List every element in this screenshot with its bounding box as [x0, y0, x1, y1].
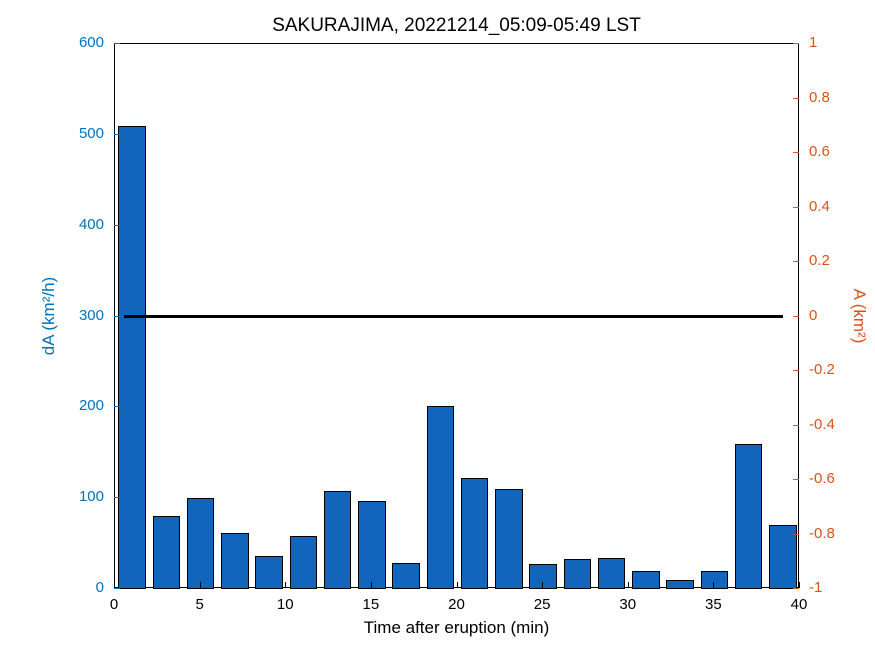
y-right-tick-label: 0.2 [809, 252, 859, 269]
bar [427, 406, 454, 589]
bar [290, 536, 317, 589]
y-right-tick-mark [793, 425, 799, 426]
x-tick-mark [114, 582, 115, 588]
y-right-tick-mark [793, 316, 799, 317]
bar [495, 489, 522, 589]
y-left-tick-label: 400 [59, 216, 104, 233]
bar [769, 525, 796, 589]
y-axis-left-label: dA (km²/h) [39, 256, 59, 376]
bar [153, 516, 180, 589]
y-right-tick-label: -0.8 [809, 525, 859, 542]
chart-container: SAKURAJIMA, 20221214_05:09-05:49 LST dA … [0, 0, 875, 656]
y-left-tick-label: 500 [59, 125, 104, 142]
y-left-tick-mark [114, 406, 120, 407]
bar [461, 478, 488, 589]
y-right-tick-mark [793, 207, 799, 208]
x-tick-label: 20 [437, 596, 477, 613]
x-tick-label: 5 [180, 596, 220, 613]
x-tick-label: 30 [608, 596, 648, 613]
y-right-tick-mark [793, 588, 799, 589]
bar [632, 571, 659, 589]
y-left-tick-mark [114, 588, 120, 589]
y-right-tick-label: 0.4 [809, 198, 859, 215]
y-right-tick-label: 0 [809, 307, 859, 324]
y-left-tick-mark [114, 316, 120, 317]
bar [118, 126, 145, 589]
y-left-tick-label: 200 [59, 397, 104, 414]
y-right-tick-mark [793, 261, 799, 262]
bar [735, 444, 762, 589]
y-right-tick-label: 0.6 [809, 143, 859, 160]
x-axis-label: Time after eruption (min) [114, 618, 799, 638]
y-left-tick-mark [114, 497, 120, 498]
y-right-tick-mark [793, 152, 799, 153]
bar [598, 558, 625, 589]
x-tick-label: 40 [779, 596, 819, 613]
plot-area [114, 43, 799, 588]
x-tick-mark [200, 582, 201, 588]
x-tick-mark [371, 582, 372, 588]
x-tick-mark [285, 582, 286, 588]
bar [221, 533, 248, 589]
y-right-tick-label: -0.2 [809, 361, 859, 378]
y-left-tick-label: 300 [59, 307, 104, 324]
x-tick-label: 35 [693, 596, 733, 613]
y-right-tick-mark [793, 534, 799, 535]
x-tick-mark [457, 582, 458, 588]
reference-line [124, 315, 783, 318]
bar [392, 563, 419, 589]
bar [358, 501, 385, 589]
x-tick-mark [542, 582, 543, 588]
y-right-tick-mark [793, 370, 799, 371]
x-tick-mark [799, 582, 800, 588]
bar [666, 580, 693, 589]
y-right-tick-label: -0.4 [809, 416, 859, 433]
y-right-tick-mark [793, 43, 799, 44]
y-left-tick-label: 100 [59, 488, 104, 505]
y-right-tick-mark [793, 98, 799, 99]
x-tick-label: 0 [94, 596, 134, 613]
y-left-tick-mark [114, 134, 120, 135]
y-right-tick-label: 1 [809, 34, 859, 51]
x-tick-mark [713, 582, 714, 588]
x-tick-label: 15 [351, 596, 391, 613]
y-right-tick-label: -0.6 [809, 470, 859, 487]
chart-title: SAKURAJIMA, 20221214_05:09-05:49 LST [114, 15, 799, 37]
y-left-tick-label: 0 [59, 579, 104, 596]
y-right-tick-label: -1 [809, 579, 859, 596]
bar [187, 498, 214, 589]
y-left-tick-mark [114, 225, 120, 226]
bar [255, 556, 282, 589]
bar [564, 559, 591, 589]
y-left-tick-mark [114, 43, 120, 44]
y-right-tick-mark [793, 479, 799, 480]
x-tick-label: 25 [522, 596, 562, 613]
bar [324, 491, 351, 589]
y-left-tick-label: 600 [59, 34, 104, 51]
y-right-tick-label: 0.8 [809, 89, 859, 106]
x-tick-label: 10 [265, 596, 305, 613]
x-tick-mark [628, 582, 629, 588]
